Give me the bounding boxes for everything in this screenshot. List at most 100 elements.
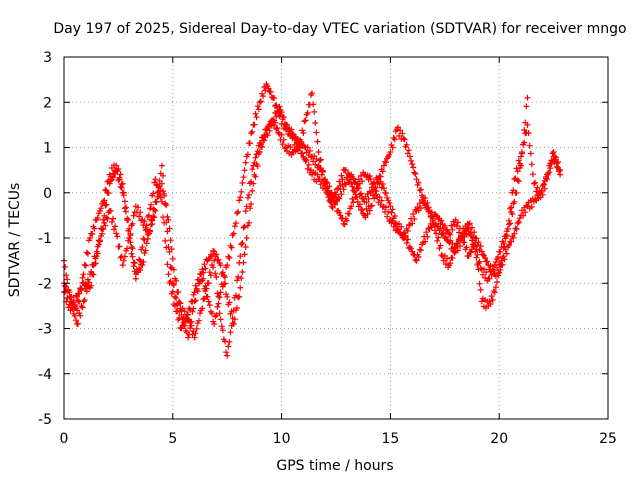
- series-track-3: [61, 117, 564, 332]
- y-tick-label: 3: [43, 50, 52, 66]
- data-point: [413, 257, 420, 264]
- data-point-trace: [551, 153, 562, 173]
- data-point: [511, 176, 518, 183]
- data-point-trace: [94, 200, 106, 221]
- data-point-trace: [525, 130, 536, 178]
- data-point: [498, 257, 505, 264]
- data-point-trace: [323, 189, 334, 206]
- data-point-trace: [447, 218, 458, 238]
- data-point-trace: [473, 235, 484, 253]
- data-point: [315, 149, 322, 156]
- y-tick-label: 0: [43, 186, 52, 202]
- data-point-trace: [440, 222, 452, 236]
- y-tick-label: 1: [43, 141, 52, 157]
- data-point-trace: [395, 220, 406, 239]
- data-point-trace: [414, 179, 425, 199]
- data-point-trace: [271, 119, 282, 136]
- x-tick-label: 5: [168, 431, 177, 447]
- data-point-trace: [160, 214, 171, 268]
- data-point-trace: [316, 176, 327, 191]
- data-point-trace: [532, 179, 543, 199]
- data-point-trace: [166, 278, 177, 308]
- data-point: [158, 162, 165, 169]
- data-point-trace: [297, 118, 308, 145]
- data-point: [380, 162, 387, 169]
- data-point-trace: [140, 235, 151, 265]
- data-point-trace: [336, 209, 347, 227]
- data-point-trace: [355, 185, 367, 202]
- data-point-trace: [362, 188, 373, 206]
- data-point-trace: [303, 144, 314, 161]
- data-point-trace: [173, 277, 184, 307]
- data-point-trace: [362, 171, 373, 183]
- data-point: [158, 198, 165, 205]
- data-point-trace: [231, 293, 243, 323]
- data-point-trace: [133, 246, 145, 275]
- data-point-trace: [192, 271, 203, 293]
- data-point: [171, 293, 178, 300]
- data-point: [472, 239, 479, 246]
- data-point-trace: [231, 259, 243, 301]
- data-point-trace: [205, 298, 217, 325]
- data-point: [237, 253, 244, 260]
- data-point-trace: [336, 181, 347, 202]
- data-point-trace: [382, 189, 393, 206]
- data-point-trace: [160, 188, 171, 220]
- data-point-trace: [127, 239, 138, 275]
- data-point-trace: [238, 159, 249, 195]
- data-point-trace: [486, 262, 497, 277]
- data-point-trace: [231, 197, 243, 230]
- data-point-trace: [401, 136, 412, 157]
- data-point-trace: [75, 274, 86, 305]
- data-point-trace: [506, 187, 517, 228]
- data-point-trace: [186, 291, 197, 313]
- data-point-trace: [147, 179, 158, 212]
- data-point-trace: [329, 195, 341, 211]
- grid-lines: [64, 57, 608, 419]
- data-point: [224, 293, 231, 300]
- data-point: [243, 235, 250, 241]
- data-point-trace: [434, 234, 445, 259]
- data-point-trace: [538, 175, 549, 198]
- data-point-trace: [506, 200, 517, 227]
- data-point-trace: [408, 157, 419, 177]
- x-tick-label: 0: [60, 431, 69, 447]
- y-tick-label: 2: [43, 95, 52, 111]
- data-point-trace: [414, 196, 425, 214]
- data-point-trace: [264, 117, 275, 132]
- data-point-trace: [81, 237, 92, 269]
- data-point-trace: [192, 310, 203, 337]
- data-point-trace: [310, 153, 321, 171]
- data-point-trace: [460, 239, 471, 259]
- data-point-trace: [303, 91, 314, 118]
- data-point-trace: [506, 233, 517, 249]
- data-point-trace: [342, 171, 354, 188]
- data-point-trace: [545, 150, 556, 176]
- data-point: [211, 257, 218, 264]
- data-point-trace: [440, 252, 452, 271]
- data-point-trace: [479, 266, 491, 284]
- data-point-trace: [284, 142, 295, 158]
- data-point-trace: [212, 270, 223, 317]
- data-point: [557, 171, 564, 178]
- y-axis-label: SDTVAR / TECUs: [7, 183, 23, 298]
- chart-title: Day 197 of 2025, Sidereal Day-to-day VTE…: [53, 21, 626, 37]
- x-tick-label: 25: [599, 431, 617, 447]
- data-point-trace: [147, 206, 158, 235]
- data-point-trace: [114, 233, 125, 261]
- data-point-trace: [68, 294, 79, 312]
- y-tick-label: -4: [38, 367, 52, 383]
- data-point-trace: [238, 208, 249, 248]
- data-point-trace: [519, 202, 530, 219]
- data-point-trace: [114, 166, 125, 188]
- data-point-trace: [473, 251, 484, 272]
- data-point-trace: [127, 230, 138, 267]
- data-point: [185, 334, 192, 341]
- data-point-trace: [388, 128, 399, 151]
- data-point-trace: [179, 315, 190, 329]
- data-point-trace: [453, 219, 465, 242]
- data-point-trace: [173, 308, 184, 331]
- data-point-trace: [342, 205, 354, 224]
- x-axis-label: GPS time / hours: [276, 458, 393, 474]
- data-point-trace: [244, 128, 256, 158]
